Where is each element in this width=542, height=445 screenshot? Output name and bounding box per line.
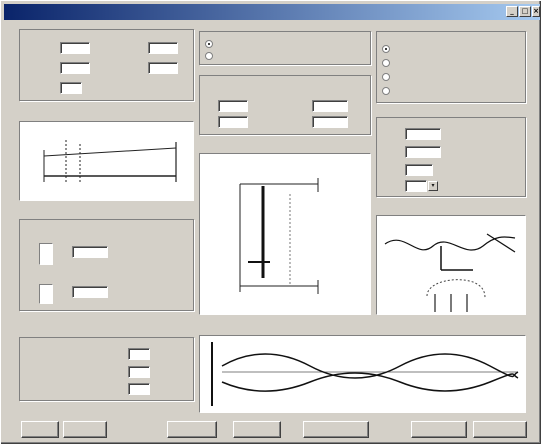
position-input-3[interactable] [405, 164, 433, 176]
geometry-input-d[interactable] [148, 62, 178, 74]
minimize-button[interactable]: _ [506, 6, 518, 17]
data-radio-1[interactable] [205, 40, 213, 48]
bottom-button-7[interactable] [473, 421, 527, 438]
close-button[interactable]: × [532, 6, 540, 17]
position-input-4[interactable] [405, 180, 427, 192]
beam-diagram [19, 121, 194, 201]
gear-panel [19, 219, 194, 311]
bottom-button-4[interactable] [233, 421, 281, 438]
data-radio-2[interactable] [205, 52, 213, 60]
beam-diagram-svg [43, 140, 177, 182]
shape-diagram-svg [384, 233, 516, 312]
profile-panel [199, 75, 371, 135]
bottom-button-1[interactable] [21, 421, 59, 438]
shift-input-2[interactable] [128, 366, 150, 378]
bottom-button-3[interactable] [167, 421, 217, 438]
section-diagram-svg [239, 178, 319, 294]
position-panel: ▾ [376, 117, 526, 197]
section-diagram [199, 153, 371, 315]
bottom-button-5[interactable] [303, 421, 369, 438]
shift-input-1[interactable] [128, 348, 150, 360]
geometry-panel [19, 29, 194, 101]
bottom-button-6[interactable] [411, 421, 467, 438]
profile-input-1[interactable] [218, 100, 248, 112]
gear-a-input[interactable] [72, 246, 108, 258]
mode-radio-2[interactable] [382, 59, 390, 67]
position-dropdown-button[interactable]: ▾ [428, 181, 438, 191]
mode-panel [376, 31, 526, 103]
mode-radio-4[interactable] [382, 87, 390, 95]
gear-b-input[interactable] [72, 286, 108, 298]
shape-diagram [376, 215, 526, 315]
position-input-1[interactable] [405, 128, 441, 140]
maximize-icon: □ [521, 7, 529, 15]
bottom-button-2[interactable] [63, 421, 107, 438]
maximize-button[interactable]: □ [519, 6, 531, 17]
signal-plot [199, 335, 526, 413]
geometry-input-b[interactable] [148, 42, 178, 54]
profile-input-4[interactable] [312, 116, 348, 128]
position-input-2[interactable] [405, 146, 441, 158]
shift-panel [19, 337, 194, 401]
signal-plot-svg [211, 342, 519, 406]
geometry-input-c[interactable] [60, 62, 90, 74]
title-bar: _ □ × [4, 4, 540, 20]
mode-radio-1[interactable] [382, 45, 390, 53]
gear-a-preview [39, 243, 53, 265]
geometry-input-e[interactable] [60, 82, 82, 94]
chevron-down-icon: ▾ [431, 182, 435, 189]
mode-radio-3[interactable] [382, 73, 390, 81]
profile-input-3[interactable] [218, 116, 248, 128]
profile-input-2[interactable] [312, 100, 348, 112]
minimize-icon: _ [510, 7, 514, 15]
close-icon: × [533, 7, 539, 15]
gear-b-preview [39, 284, 53, 304]
data-panel [199, 31, 371, 65]
geometry-input-a[interactable] [60, 42, 90, 54]
shift-input-3[interactable] [128, 383, 150, 395]
